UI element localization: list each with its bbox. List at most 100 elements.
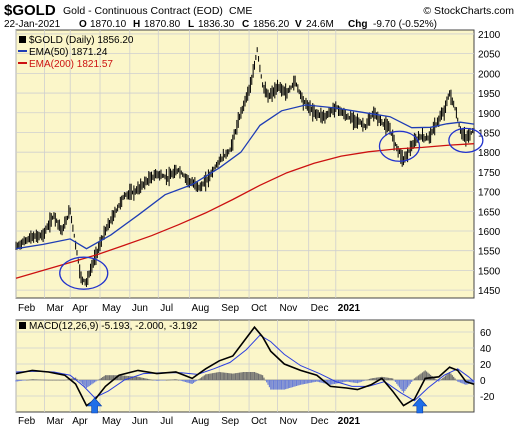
macd-hist-bar bbox=[221, 372, 223, 380]
macd-hist-bar bbox=[240, 372, 242, 380]
macd-hist-bar bbox=[133, 376, 135, 380]
macd-hist-bar bbox=[61, 380, 63, 381]
macd-hist-bar bbox=[309, 380, 311, 383]
macd-hist-bar bbox=[176, 379, 178, 381]
macd-hist-bar bbox=[149, 379, 151, 380]
header-close-label: C bbox=[242, 19, 249, 30]
macd-hist-bar bbox=[121, 375, 123, 380]
macd-hist-bar bbox=[252, 372, 254, 380]
macd-hist-bar bbox=[343, 380, 345, 383]
macd-hist-bar bbox=[30, 379, 32, 380]
macd-x-tick-label: Feb bbox=[18, 416, 36, 427]
macd-hist-bar bbox=[191, 380, 193, 384]
macd-hist-bar bbox=[163, 380, 165, 381]
price-y-tick-label: 2100 bbox=[478, 30, 501, 41]
macd-hist-bar bbox=[356, 380, 359, 384]
macd-hist-bar bbox=[160, 380, 162, 381]
macd-hist-bar bbox=[127, 376, 130, 380]
macd-hist-bar bbox=[405, 380, 407, 390]
macd-hist-bar bbox=[184, 380, 186, 382]
macd-hist-bar bbox=[388, 377, 390, 380]
macd-hist-bar bbox=[56, 380, 58, 381]
macd-hist-bar bbox=[34, 379, 36, 380]
macd-hist-bar bbox=[172, 379, 174, 380]
macd-hist-bar bbox=[206, 374, 208, 380]
macd-hist-bar bbox=[314, 380, 317, 382]
macd-hist-bar bbox=[65, 379, 67, 381]
macd-hist-bar bbox=[392, 378, 394, 380]
macd-hist-bar bbox=[347, 380, 349, 382]
macd-hist-bar bbox=[423, 371, 425, 380]
macd-hist-bar bbox=[375, 377, 378, 380]
macd-hist-bar bbox=[202, 376, 204, 380]
macd-hist-bar bbox=[232, 373, 234, 380]
macd-hist-bar bbox=[175, 379, 177, 380]
legend-ema50: EMA(50) 1871.24 bbox=[29, 47, 108, 58]
macd-hist-bar bbox=[159, 380, 161, 381]
price-x-tick-label: Sep bbox=[221, 303, 239, 314]
macd-hist-bar bbox=[103, 376, 105, 380]
macd-hist-bar bbox=[49, 380, 51, 381]
macd-hist-bar bbox=[81, 380, 83, 385]
macd-hist-bar bbox=[161, 380, 163, 381]
macd-hist-bar bbox=[407, 380, 409, 388]
macd-hist-bar bbox=[62, 380, 65, 381]
macd-x-tick-label: Aug bbox=[191, 416, 209, 427]
macd-hist-bar bbox=[390, 378, 392, 380]
legend-ema200: EMA(200) 1821.57 bbox=[29, 59, 113, 70]
macd-hist-bar bbox=[286, 380, 288, 389]
description: Gold - Continuous Contract (EOD) bbox=[63, 5, 223, 17]
macd-hist-bar bbox=[180, 380, 182, 381]
price-x-tick-label: Jun bbox=[132, 303, 148, 314]
macd-x-tick-label: Jun bbox=[132, 416, 148, 427]
macd-hist-bar bbox=[64, 380, 66, 381]
macd-hist-bar bbox=[229, 373, 231, 380]
macd-hist-bar bbox=[455, 380, 457, 381]
macd-hist-bar bbox=[16, 380, 18, 382]
macd-hist-bar bbox=[305, 380, 307, 384]
macd-hist-bar bbox=[386, 377, 388, 380]
annotation-ellipse bbox=[59, 256, 109, 290]
macd-hist-bar bbox=[383, 377, 386, 380]
macd-hist-bar bbox=[186, 380, 188, 383]
ema50-line bbox=[15, 104, 475, 250]
macd-hist-bar bbox=[173, 379, 176, 380]
symbol-title: $GOLD bbox=[4, 2, 56, 19]
macd-hist-bar bbox=[259, 374, 261, 380]
macd-hist-bar bbox=[417, 375, 420, 380]
price-x-tick-label: Feb bbox=[18, 303, 36, 314]
macd-x-tick-label: Jul bbox=[160, 416, 173, 427]
ema200-line bbox=[15, 143, 475, 279]
macd-y-tick-label: 20 bbox=[480, 360, 492, 371]
macd-hist-bar bbox=[378, 377, 380, 380]
macd-hist-bar bbox=[53, 380, 55, 381]
macd-hist-bar bbox=[122, 375, 124, 380]
macd-hist-bar bbox=[28, 379, 31, 381]
macd-hist-bar bbox=[447, 373, 449, 380]
legend-macd: MACD(12,26,9) -5.193, -2.000, -3.192 bbox=[29, 321, 198, 332]
macd-hist-bar bbox=[371, 378, 373, 380]
macd-hist-bar bbox=[95, 380, 97, 382]
macd-hist-bar bbox=[96, 380, 98, 381]
macd-hist-bar bbox=[453, 376, 455, 380]
macd-hist-bar bbox=[110, 375, 112, 380]
macd-hist-bar bbox=[439, 380, 441, 381]
macd-hist-bar bbox=[178, 380, 180, 381]
macd-hist-bar bbox=[233, 373, 235, 380]
price-y-tick-label: 1950 bbox=[478, 89, 501, 100]
price-x-tick-label: Apr bbox=[72, 303, 88, 314]
macd-hist-bar bbox=[304, 380, 306, 384]
macd-hist-bar bbox=[218, 372, 220, 380]
macd-hist-bar bbox=[270, 380, 272, 390]
macd-x-tick-label: Apr bbox=[72, 416, 88, 427]
macd-hist-bar bbox=[91, 380, 93, 385]
macd-hist-bar bbox=[404, 380, 406, 391]
macd-hist-bar bbox=[88, 380, 90, 387]
macd-hist-bar bbox=[267, 380, 269, 385]
macd-hist-bar bbox=[137, 376, 139, 380]
macd-hist-bar bbox=[449, 372, 451, 380]
header-volume: 24.6M bbox=[306, 19, 334, 30]
macd-hist-bar bbox=[457, 380, 459, 382]
macd-hist-bar bbox=[298, 380, 300, 386]
macd-hist-bar bbox=[211, 373, 214, 380]
